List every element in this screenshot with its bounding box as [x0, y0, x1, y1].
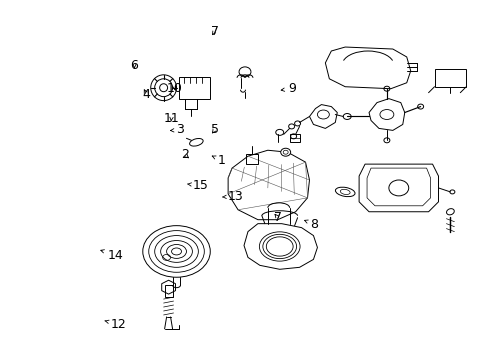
Text: 5: 5 — [210, 123, 218, 136]
Text: 8: 8 — [304, 218, 318, 231]
Text: 6: 6 — [130, 59, 138, 72]
Text: 1: 1 — [212, 154, 225, 167]
Text: 7: 7 — [210, 25, 218, 38]
Text: 11: 11 — [163, 112, 179, 125]
Text: 10: 10 — [166, 82, 183, 95]
Text: 12: 12 — [105, 318, 126, 331]
Bar — [164, 285, 172, 297]
Bar — [245, 154, 257, 164]
Text: 4: 4 — [142, 88, 150, 101]
Text: 2: 2 — [181, 148, 189, 162]
Bar — [178, 77, 210, 99]
Text: 15: 15 — [187, 179, 208, 192]
Text: 7: 7 — [273, 211, 281, 224]
Bar — [434, 69, 466, 87]
Text: 9: 9 — [281, 82, 295, 95]
Text: 13: 13 — [222, 190, 243, 203]
Text: 14: 14 — [101, 248, 123, 261]
Text: 3: 3 — [170, 123, 184, 136]
Ellipse shape — [280, 148, 290, 156]
Bar — [289, 134, 299, 142]
